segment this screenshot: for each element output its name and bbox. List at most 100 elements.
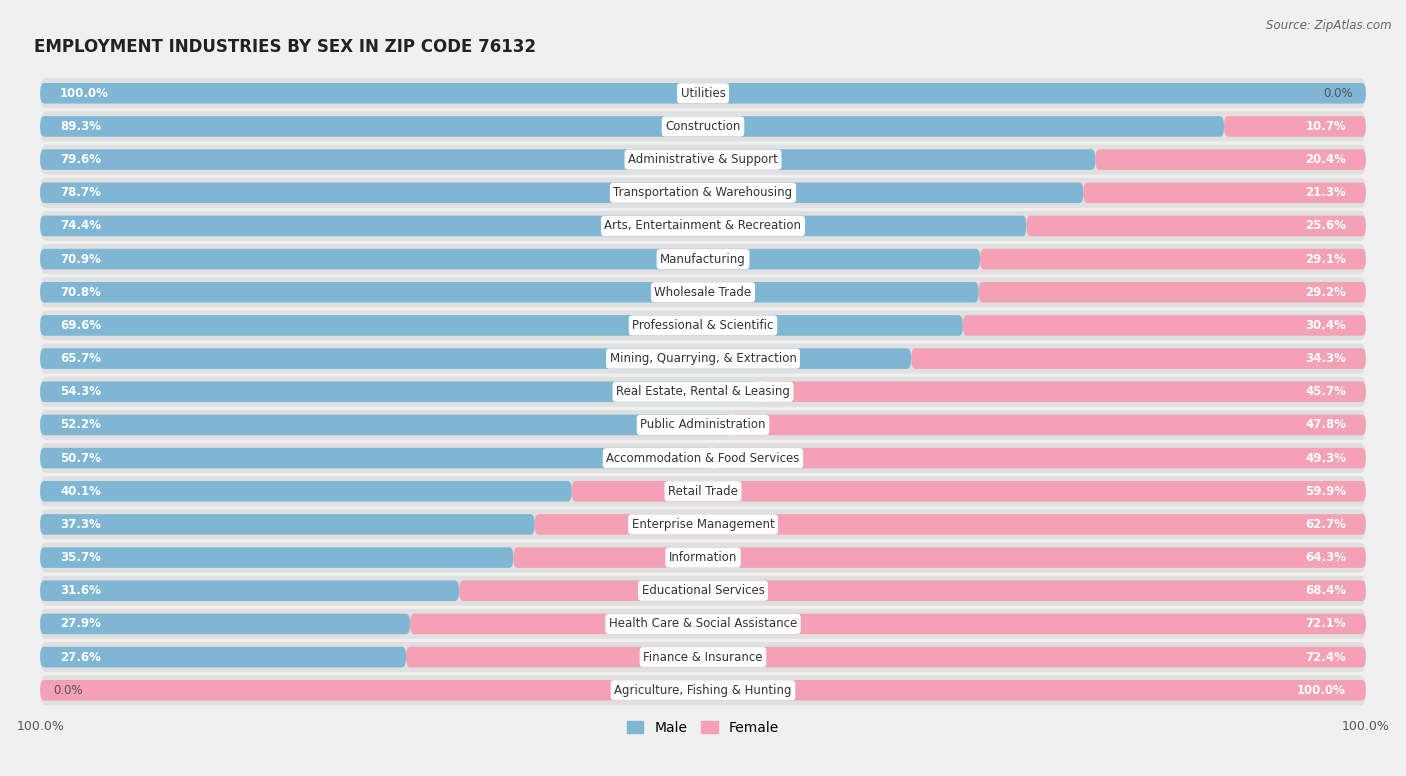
FancyBboxPatch shape	[41, 277, 1365, 307]
FancyBboxPatch shape	[41, 149, 1095, 170]
FancyBboxPatch shape	[534, 514, 1365, 535]
Text: Enterprise Management: Enterprise Management	[631, 518, 775, 531]
FancyBboxPatch shape	[41, 647, 406, 667]
FancyBboxPatch shape	[41, 310, 1365, 341]
FancyBboxPatch shape	[460, 580, 1365, 601]
Text: 29.1%: 29.1%	[1305, 253, 1346, 265]
FancyBboxPatch shape	[41, 244, 1365, 274]
Text: 78.7%: 78.7%	[60, 186, 101, 199]
Text: 74.4%: 74.4%	[60, 220, 101, 233]
FancyBboxPatch shape	[41, 680, 1365, 701]
FancyBboxPatch shape	[713, 448, 1365, 469]
FancyBboxPatch shape	[41, 144, 1365, 175]
FancyBboxPatch shape	[41, 112, 1365, 141]
Text: 47.8%: 47.8%	[1305, 418, 1346, 431]
FancyBboxPatch shape	[1095, 149, 1365, 170]
Text: 45.7%: 45.7%	[1305, 385, 1346, 398]
FancyBboxPatch shape	[41, 576, 1365, 606]
Text: 69.6%: 69.6%	[60, 319, 101, 332]
FancyBboxPatch shape	[1026, 216, 1365, 236]
FancyBboxPatch shape	[41, 211, 1365, 241]
FancyBboxPatch shape	[41, 249, 980, 269]
Text: 27.9%: 27.9%	[60, 618, 101, 630]
Text: 68.4%: 68.4%	[1305, 584, 1346, 598]
FancyBboxPatch shape	[41, 83, 1365, 103]
Text: EMPLOYMENT INDUSTRIES BY SEX IN ZIP CODE 76132: EMPLOYMENT INDUSTRIES BY SEX IN ZIP CODE…	[34, 38, 536, 57]
Text: Wholesale Trade: Wholesale Trade	[654, 286, 752, 299]
FancyBboxPatch shape	[41, 348, 911, 369]
FancyBboxPatch shape	[1225, 116, 1365, 137]
FancyBboxPatch shape	[41, 414, 733, 435]
Text: 30.4%: 30.4%	[1305, 319, 1346, 332]
Text: 34.3%: 34.3%	[1305, 352, 1346, 365]
Text: 65.7%: 65.7%	[60, 352, 101, 365]
FancyBboxPatch shape	[980, 249, 1365, 269]
Text: 52.2%: 52.2%	[60, 418, 101, 431]
Text: 20.4%: 20.4%	[1305, 153, 1346, 166]
Text: Educational Services: Educational Services	[641, 584, 765, 598]
FancyBboxPatch shape	[41, 178, 1365, 208]
FancyBboxPatch shape	[41, 580, 460, 601]
FancyBboxPatch shape	[41, 382, 761, 402]
Text: 72.1%: 72.1%	[1305, 618, 1346, 630]
Text: Transportation & Warehousing: Transportation & Warehousing	[613, 186, 793, 199]
FancyBboxPatch shape	[963, 315, 1365, 336]
Text: 70.8%: 70.8%	[60, 286, 101, 299]
Text: 54.3%: 54.3%	[60, 385, 101, 398]
Text: 79.6%: 79.6%	[60, 153, 101, 166]
Text: Arts, Entertainment & Recreation: Arts, Entertainment & Recreation	[605, 220, 801, 233]
FancyBboxPatch shape	[979, 282, 1365, 303]
FancyBboxPatch shape	[41, 182, 1084, 203]
FancyBboxPatch shape	[41, 481, 572, 501]
Text: Public Administration: Public Administration	[640, 418, 766, 431]
FancyBboxPatch shape	[41, 675, 1365, 705]
FancyBboxPatch shape	[513, 547, 1365, 568]
FancyBboxPatch shape	[911, 348, 1365, 369]
Text: Source: ZipAtlas.com: Source: ZipAtlas.com	[1267, 19, 1392, 33]
Text: Real Estate, Rental & Leasing: Real Estate, Rental & Leasing	[616, 385, 790, 398]
FancyBboxPatch shape	[41, 78, 1365, 108]
FancyBboxPatch shape	[41, 542, 1365, 573]
Text: Utilities: Utilities	[681, 87, 725, 100]
Text: 37.3%: 37.3%	[60, 518, 101, 531]
Text: Manufacturing: Manufacturing	[661, 253, 745, 265]
Text: 40.1%: 40.1%	[60, 485, 101, 497]
Text: Information: Information	[669, 551, 737, 564]
FancyBboxPatch shape	[41, 643, 1365, 672]
Text: Mining, Quarrying, & Extraction: Mining, Quarrying, & Extraction	[610, 352, 796, 365]
Text: 27.6%: 27.6%	[60, 650, 101, 663]
Text: 72.4%: 72.4%	[1305, 650, 1346, 663]
Text: 31.6%: 31.6%	[60, 584, 101, 598]
Text: 25.6%: 25.6%	[1305, 220, 1346, 233]
Text: 50.7%: 50.7%	[60, 452, 101, 465]
Text: 10.7%: 10.7%	[1305, 120, 1346, 133]
Legend: Male, Female: Male, Female	[621, 715, 785, 740]
Text: 0.0%: 0.0%	[53, 684, 83, 697]
Text: Agriculture, Fishing & Hunting: Agriculture, Fishing & Hunting	[614, 684, 792, 697]
FancyBboxPatch shape	[41, 377, 1365, 407]
FancyBboxPatch shape	[41, 514, 534, 535]
Text: Retail Trade: Retail Trade	[668, 485, 738, 497]
FancyBboxPatch shape	[41, 547, 513, 568]
Text: 89.3%: 89.3%	[60, 120, 101, 133]
FancyBboxPatch shape	[41, 609, 1365, 639]
FancyBboxPatch shape	[41, 510, 1365, 539]
FancyBboxPatch shape	[406, 647, 1365, 667]
FancyBboxPatch shape	[41, 216, 1026, 236]
FancyBboxPatch shape	[41, 476, 1365, 506]
FancyBboxPatch shape	[41, 410, 1365, 440]
FancyBboxPatch shape	[41, 344, 1365, 373]
Text: 0.0%: 0.0%	[1323, 87, 1353, 100]
Text: 100.0%: 100.0%	[1298, 684, 1346, 697]
Text: Health Care & Social Assistance: Health Care & Social Assistance	[609, 618, 797, 630]
Text: 64.3%: 64.3%	[1305, 551, 1346, 564]
Text: Finance & Insurance: Finance & Insurance	[644, 650, 762, 663]
Text: Construction: Construction	[665, 120, 741, 133]
FancyBboxPatch shape	[41, 315, 963, 336]
FancyBboxPatch shape	[733, 414, 1365, 435]
FancyBboxPatch shape	[41, 448, 713, 469]
FancyBboxPatch shape	[411, 614, 1365, 634]
FancyBboxPatch shape	[41, 282, 979, 303]
Text: Accommodation & Food Services: Accommodation & Food Services	[606, 452, 800, 465]
Text: 100.0%: 100.0%	[60, 87, 108, 100]
